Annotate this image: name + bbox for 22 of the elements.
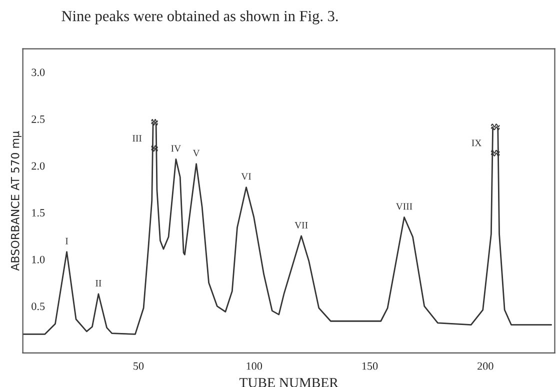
- annotation: VII: [294, 222, 308, 228]
- y-tick-label: 1.5: [32, 209, 45, 217]
- annotation: VI: [241, 173, 252, 180]
- annotation: I: [66, 238, 68, 244]
- x-tick-label: 200: [478, 362, 494, 370]
- annotation: II: [96, 280, 102, 286]
- annotation: IX: [472, 140, 482, 146]
- annotation: V: [192, 150, 200, 156]
- x-tick-label: 150: [362, 362, 378, 370]
- x-tick-label: 100: [246, 362, 262, 370]
- annotation: IV: [171, 145, 181, 152]
- y-tick-label: 2.0: [32, 162, 45, 170]
- y-tick-label: 0.5: [32, 302, 45, 310]
- annotation: VIII: [396, 203, 412, 210]
- annotation: III: [132, 135, 142, 142]
- x-axis-title: TUBE NUMBER: [239, 378, 338, 387]
- y-axis-title: ABSORBANCE AT 570 mμ: [10, 131, 22, 271]
- x-tick-label: 50: [134, 362, 144, 370]
- y-tick-label: 2.5: [32, 115, 45, 123]
- y-tick-label: 1.0: [32, 256, 45, 264]
- y-tick-label: 3.0: [32, 68, 45, 76]
- text: Nine peaks were obtained as shown in Fig. 3.: [62, 10, 338, 24]
